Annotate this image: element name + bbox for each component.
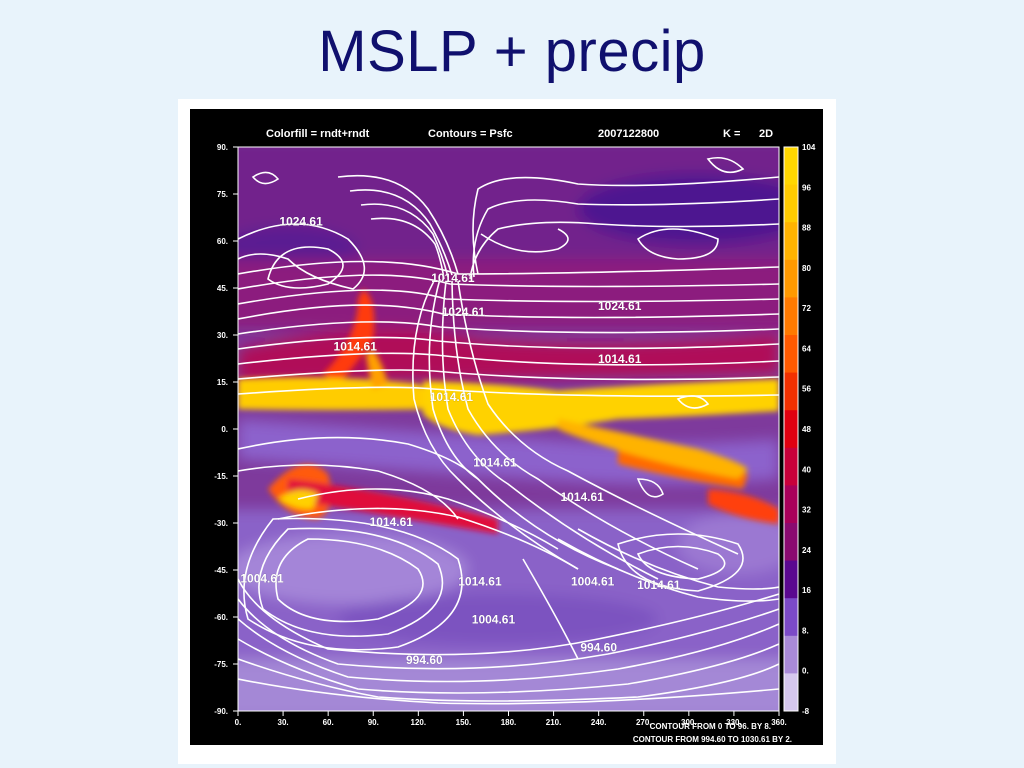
x-tick-label: 270. (636, 718, 652, 727)
x-tick-label: 300. (681, 718, 697, 727)
colorbar-swatch (784, 259, 798, 298)
colorbar-swatch (784, 447, 798, 486)
y-tick-label: -90. (214, 707, 228, 716)
colorbar-label: 0. (802, 667, 809, 676)
contour-label: 1004.61 (240, 572, 284, 586)
y-tick-label: 60. (217, 237, 228, 246)
colorbar: 104 96 88 80 72 64 56 48 40 32 24 16 8. 0. -8 (783, 143, 816, 716)
y-tick-label: 75. (217, 190, 228, 199)
colorbar-label: 80 (802, 264, 811, 273)
colorbar-label: 8. (802, 626, 809, 635)
mslp-precip-plot: Colorfill = rndt+rndt Contours = Psfc 20… (190, 109, 823, 745)
colorbar-swatch (784, 184, 798, 223)
colorbar-label: 64 (802, 344, 811, 353)
colorbar-swatch (784, 485, 798, 524)
header-colorfill-label: Colorfill = rndt+rndt (266, 128, 370, 140)
contour-label: 1014.61 (598, 352, 642, 366)
contour-label: 1014.61 (334, 340, 378, 354)
colorbar-label: 48 (802, 425, 811, 434)
y-tick-label: 15. (217, 378, 228, 387)
footer-line-1: CONTOUR FROM 0 TO 96. BY 8. (650, 722, 771, 731)
contour-label: 1014.61 (370, 515, 414, 529)
colorbar-label: 32 (802, 506, 811, 515)
contour-label: 1014.61 (473, 456, 517, 470)
y-tick-label: -60. (214, 613, 228, 622)
colorbar-frame (783, 146, 799, 712)
contour-label: 994.60 (580, 641, 617, 655)
header-timestamp: 2007122800 (598, 128, 659, 140)
x-tick-label: 120. (411, 718, 427, 727)
colorbar-swatch (784, 410, 798, 449)
x-tick-label: 180. (501, 718, 517, 727)
x-tick-label: 210. (546, 718, 562, 727)
x-tick-label: 0. (235, 718, 242, 727)
x-tick-label: 60. (323, 718, 334, 727)
x-tick-label: 330. (726, 718, 742, 727)
colorbar-swatch (784, 673, 798, 712)
header-level-value: 2D (759, 128, 773, 140)
footer-line-2: CONTOUR FROM 994.60 TO 1030.61 BY 2. (633, 735, 792, 744)
colorbar-label: 24 (802, 546, 811, 555)
contour-label-group: 1024.61 1014.61 1024.61 1024.61 1014.61 1014.… (240, 214, 681, 667)
y-tick-label: 90. (217, 143, 228, 152)
contour-label: 1014.61 (458, 575, 502, 589)
contour-label: 1014.61 (431, 271, 475, 285)
colorbar-label: 104 (802, 143, 816, 152)
contour-label: 1024.61 (279, 214, 323, 228)
colorbar-swatch (784, 598, 798, 637)
slide-title: MSLP + precip (318, 19, 706, 84)
y-tick-label: -75. (214, 660, 228, 669)
contour-label: 1014.61 (560, 490, 604, 504)
contour-label: 1004.61 (472, 612, 516, 626)
contour-label: 1014.61 (637, 578, 681, 592)
contour-label: 1024.61 (442, 305, 486, 319)
colorbar-label: 88 (802, 224, 811, 233)
x-tick-label: 360. (771, 718, 787, 727)
colorbar-swatch (784, 635, 798, 674)
colorbar-label: 56 (802, 385, 811, 394)
y-tick-label: -45. (214, 566, 228, 575)
contour-label: 1004.61 (571, 575, 615, 589)
contour-label: 994.60 (406, 653, 443, 667)
colorbar-label: 72 (802, 304, 811, 313)
y-tick-label: 45. (217, 284, 228, 293)
contour-label: 1014.61 (430, 390, 474, 404)
x-tick-label: 150. (456, 718, 472, 727)
x-tick-label: 30. (278, 718, 289, 727)
contour-label: 1024.61 (598, 299, 642, 313)
colorbar-swatch (784, 335, 798, 374)
header-contours-label: Contours = Psfc (428, 128, 513, 140)
x-axis-ticks: 0. 30. 60. 90. 120. 150. 180. 210. 240. 270. 300. 3… (235, 711, 787, 727)
colorbar-swatch (784, 560, 798, 599)
y-tick-label: 0. (221, 425, 228, 434)
figure-frame: Colorfill = rndt+rndt Contours = Psfc 20… (178, 99, 836, 764)
colorbar-swatch (784, 147, 798, 186)
colorbar-swatch (784, 297, 798, 336)
colorbar-swatch (784, 222, 798, 261)
colorbar-label: 16 (802, 586, 811, 595)
pressure-contours (238, 156, 779, 705)
y-tick-label: -15. (214, 472, 228, 481)
x-tick-label: 240. (591, 718, 607, 727)
y-tick-label: 30. (217, 331, 228, 340)
colorbar-label: -8 (802, 707, 810, 716)
colorbar-swatch (784, 372, 798, 411)
colorbar-label: 40 (802, 465, 811, 474)
y-axis-ticks: 90. 75. 60. 45. 30. 15. 0. -15. -30. -45. -60. -75.… (214, 143, 238, 716)
colorbar-swatch (784, 523, 798, 562)
header-level-label: K = (723, 128, 740, 140)
x-tick-label: 90. (368, 718, 379, 727)
y-tick-label: -30. (214, 519, 228, 528)
colorbar-label: 96 (802, 183, 811, 192)
